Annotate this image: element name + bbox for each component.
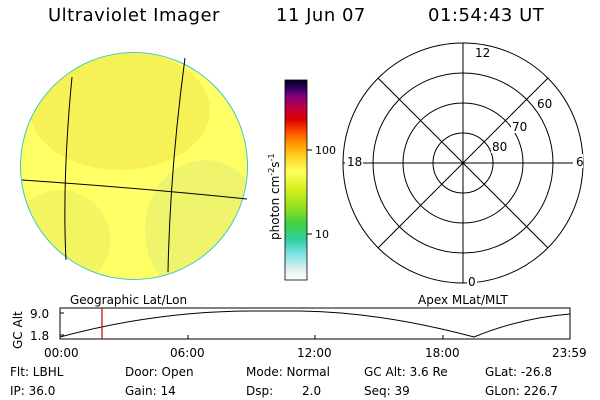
status-mode: Mode: Normal: [246, 365, 330, 379]
mlt-label-0: 0: [468, 275, 476, 289]
date-label: 11 Jun 07: [276, 5, 366, 26]
status-seq: Seq: 39: [364, 384, 410, 398]
altitude-ytick-low: 1.8: [30, 329, 49, 343]
altitude-curve: [59, 310, 571, 338]
altitude-ytick-high: 9.0: [30, 307, 49, 321]
time-label: 01:54:43 UT: [428, 5, 545, 26]
status-door: Door: Open: [125, 365, 194, 379]
xtick-1200: 12:00: [297, 346, 332, 360]
status-dsp-value: 2.0: [302, 384, 322, 398]
colorbar-label-10: 10: [315, 228, 329, 241]
earth-disk-image: [20, 52, 248, 280]
latitude-line: [21, 179, 248, 200]
right-panel-label: Apex MLat/MLT: [418, 293, 508, 307]
xtick-0000: 00:00: [44, 346, 79, 360]
xtick-2359: 23:59: [552, 346, 587, 360]
status-gain: Gain: 14: [125, 384, 176, 398]
colorbar-label-100: 100: [315, 144, 336, 157]
xtick-1800: 18:00: [425, 346, 460, 360]
polar-plot: [342, 42, 584, 284]
altitude-plot-frame: [59, 307, 571, 340]
mlat-label-60: 60: [537, 97, 552, 111]
status-dsp-label: Dsp:: [246, 384, 274, 398]
mlat-label-80: 80: [492, 140, 507, 154]
mlt-label-6: 6: [576, 155, 584, 169]
status-ip: IP: 36.0: [10, 384, 56, 398]
altitude-ylabel: GC Alt: [11, 311, 25, 349]
left-panel-label: Geographic Lat/Lon: [70, 293, 187, 307]
status-filter: Flt: LBHL: [10, 365, 64, 379]
status-glon: GLon: 226.7: [485, 384, 558, 398]
mlt-label-12: 12: [475, 46, 490, 60]
colorbar-scale: [284, 79, 308, 281]
colorbar: 100 10 photon cm-2s-1: [267, 79, 336, 281]
longitude-line-west: [64, 76, 73, 261]
mlt-label-18: 18: [347, 155, 362, 169]
colorbar-unit: photon cm-2s-1: [267, 153, 282, 240]
xtick-0600: 06:00: [170, 346, 205, 360]
status-glat: GLat: -26.8: [485, 365, 552, 379]
mlat-label-70: 70: [512, 120, 527, 134]
longitude-line-east: [167, 57, 186, 273]
instrument-title: Ultraviolet Imager: [48, 5, 220, 26]
altitude-plot: GC Alt 9.0 1.8 00:00 06:00 12:00 18:00 2…: [11, 307, 587, 360]
polar-labels: 12 18 6 0 60 70 80: [345, 46, 584, 289]
status-gc-alt: GC Alt: 3.6 Re: [364, 365, 448, 379]
polar-diagonal-2: [377, 77, 549, 249]
